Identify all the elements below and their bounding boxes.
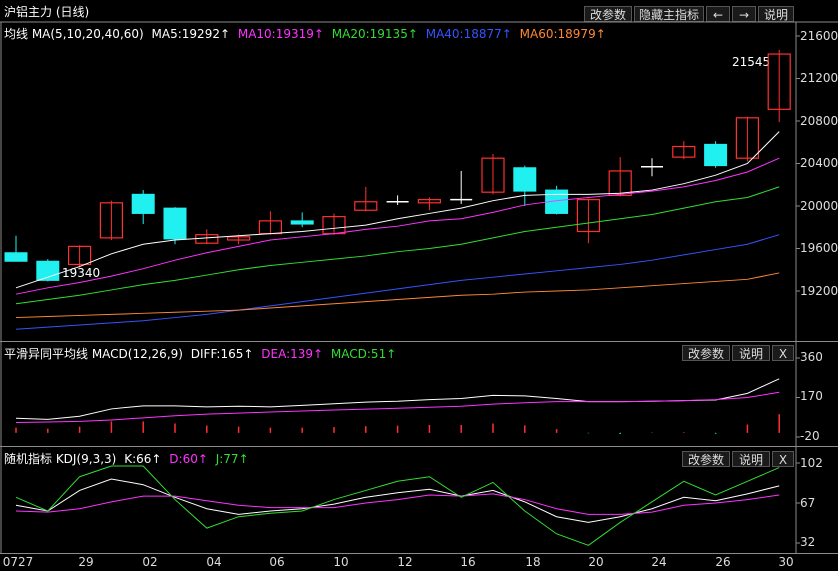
macd-y-tick: 170 [800,389,823,403]
date-label: 18 [525,555,541,569]
kdj-y-tick: 102 [800,456,823,470]
candle-body [227,236,251,241]
date-label: 16 [460,555,476,569]
ma10-value: MA10:19319↑ [237,27,324,41]
y-tick: 20400 [800,156,838,170]
macd-y-tick: -20 [800,429,820,443]
dea-line [15,391,780,423]
panel-divider [0,341,838,342]
ma-line-ma5 [15,131,780,289]
candle-body [481,157,505,193]
candle-body [99,202,124,239]
date-label: 24 [651,555,667,569]
ma-legend: 均线 MA(5,10,20,40,60) MA5:19292↑ MA10:193… [4,25,610,42]
ma-line-ma20 [15,186,780,305]
candle-body [417,199,441,204]
macd-legend-name: 平滑异同平均线 MACD(12,26,9) [4,347,183,361]
candle-body [163,207,187,240]
y-tick: 19200 [800,284,838,298]
macd-legend: 平滑异同平均线 MACD(12,26,9) DIFF:165↑ DEA:139↑… [4,345,400,362]
candle-body [735,117,760,159]
macd-close-icon[interactable]: X [772,345,794,361]
candle-body [576,199,601,233]
macd-edit-params-button[interactable]: 改参数 [682,345,730,361]
candle-body [672,145,696,158]
ma20-value: MA20:19135↑ [331,27,418,41]
ma40-value: MA40:18877↑ [425,27,512,41]
k-line [15,478,780,523]
kdj-legend: 随机指标 KDJ(9,3,3) K:66↑ D:60↑ J:77↑ [4,450,253,467]
j-value: J:77↑ [215,452,249,466]
panel-divider [0,553,838,554]
date-label: 06 [269,555,285,569]
kdj-y-tick: 67 [800,496,816,510]
d-value: D:60↑ [169,452,208,466]
d-line [15,493,780,515]
ma60-value: MA60:18979↑ [519,27,606,41]
candle-body [608,170,632,196]
date-label: 12 [397,555,413,569]
candle-body [354,201,378,211]
ma-legend-name: 均线 MA(5,10,20,40,60) [4,27,144,41]
high-price-label: 21545 [732,55,771,69]
candle-body [4,252,28,262]
ma-line-ma10 [15,157,780,295]
macd-help-button[interactable]: 说明 [732,345,770,361]
candle-body [290,220,314,225]
date-label: 26 [715,555,731,569]
j-line [15,465,780,546]
diff-line [15,378,780,420]
date-label: 20 [588,555,604,569]
candle-body [767,53,791,110]
date-label: 04 [206,555,222,569]
ma-line-ma40 [15,234,780,330]
candle-body [67,245,92,266]
date-label: 02 [142,555,158,569]
ma5-value: MA5:19292↑ [151,27,231,41]
y-tick: 19600 [800,241,838,255]
k-value: K:66↑ [124,452,162,466]
ma-line-ma60 [15,272,780,319]
date-label: 10 [333,555,349,569]
kdj-y-tick: 32 [800,535,816,549]
candle-body [131,193,155,214]
date-label: 30 [778,555,794,569]
candle-body [704,143,728,167]
kdj-legend-name: 随机指标 KDJ(9,3,3) [4,452,117,466]
date-label: 0727 [2,555,34,569]
y-tick: 21600 [800,29,838,43]
kdj-edit-params-button[interactable]: 改参数 [682,451,730,467]
chart-title: 沪铝主力 (日线) [4,5,90,19]
kdj-help-button[interactable]: 说明 [732,451,770,467]
y-tick: 20000 [800,199,838,213]
macd-y-tick: 360 [800,350,823,364]
diff-value: DIFF:165↑ [190,347,254,361]
dea-value: DEA:139↑ [261,347,324,361]
candle-body [513,167,537,192]
macd-value: MACD:51↑ [330,347,397,361]
date-label: 29 [78,555,94,569]
panel-divider [0,446,838,447]
y-tick: 21200 [800,71,838,85]
y-tick: 20800 [800,114,838,128]
kdj-close-icon[interactable]: X [772,451,794,467]
